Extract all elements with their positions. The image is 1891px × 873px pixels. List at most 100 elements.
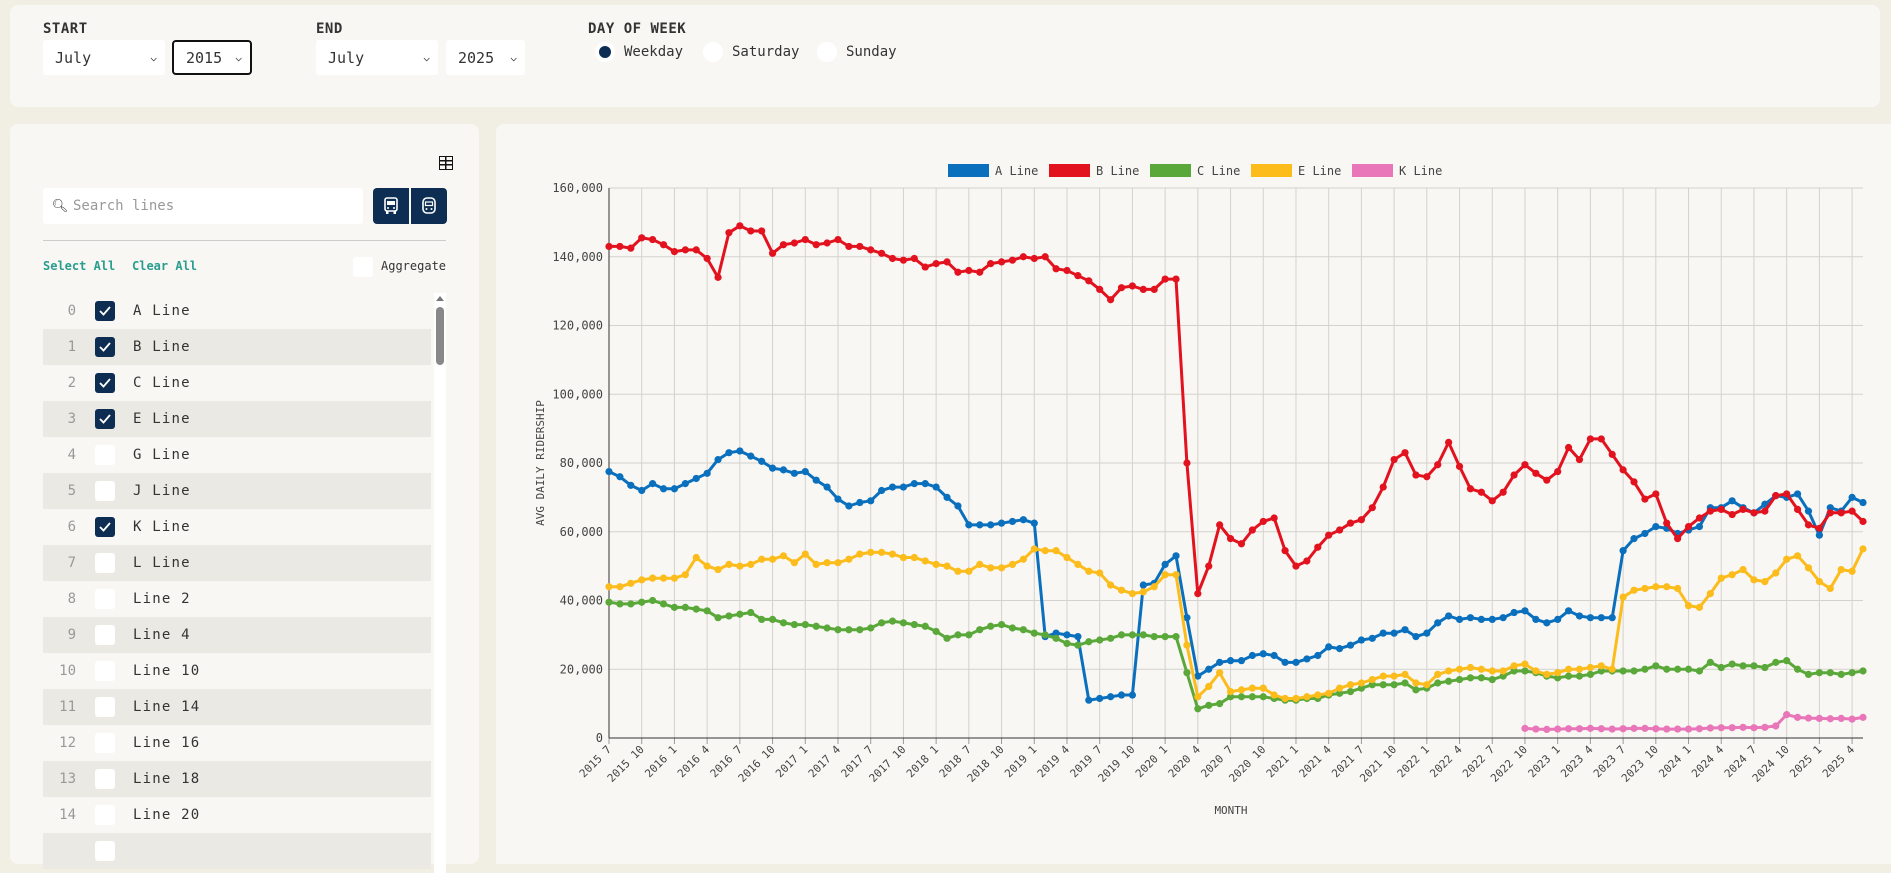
data-point bbox=[1499, 667, 1507, 675]
data-point bbox=[1259, 650, 1267, 658]
end-month-select[interactable]: July ⌵ bbox=[316, 40, 438, 75]
radio-weekday[interactable]: Weekday bbox=[595, 42, 683, 62]
line-checkbox[interactable] bbox=[95, 733, 115, 753]
list-item[interactable]: 8 Line 2 bbox=[43, 581, 431, 617]
data-point bbox=[1052, 547, 1060, 555]
data-point bbox=[725, 449, 733, 457]
search-input[interactable] bbox=[71, 197, 355, 215]
list-item[interactable]: 9 Line 4 bbox=[43, 617, 431, 653]
data-point bbox=[659, 574, 668, 582]
list-item[interactable]: 11 Line 14 bbox=[43, 689, 431, 725]
start-year-select[interactable]: 2015 ⌵ bbox=[172, 40, 252, 75]
data-point bbox=[736, 222, 744, 230]
data-point bbox=[976, 521, 984, 529]
data-point bbox=[670, 485, 679, 493]
scroll-up-icon[interactable] bbox=[436, 296, 444, 301]
select-all-link[interactable]: Select All bbox=[43, 259, 116, 273]
x-axis-title: MONTH bbox=[1214, 804, 1247, 817]
aggregate-checkbox[interactable] bbox=[353, 257, 373, 277]
legend-item[interactable]: C Line bbox=[1150, 164, 1240, 178]
line-checkbox[interactable] bbox=[95, 373, 115, 393]
data-point bbox=[1205, 665, 1213, 673]
line-checkbox[interactable] bbox=[95, 805, 115, 825]
list-item[interactable]: 1 B Line bbox=[43, 329, 431, 365]
list-item[interactable]: 12 Line 16 bbox=[43, 725, 431, 761]
data-point bbox=[845, 626, 853, 634]
data-point bbox=[1859, 517, 1867, 526]
x-tick-label: 2020 1 bbox=[1133, 743, 1170, 780]
data-point bbox=[812, 622, 820, 630]
line-index: 3 bbox=[67, 411, 76, 427]
list-scrollbar[interactable] bbox=[434, 293, 446, 873]
data-point bbox=[1401, 679, 1409, 687]
data-point bbox=[1292, 562, 1300, 570]
rail-filter-button[interactable] bbox=[411, 188, 447, 224]
line-checkbox[interactable] bbox=[95, 841, 115, 861]
line-checkbox[interactable] bbox=[95, 481, 115, 501]
line-checkbox[interactable] bbox=[95, 337, 115, 357]
series-line bbox=[608, 449, 1864, 702]
list-item[interactable]: 13 Line 18 bbox=[43, 761, 431, 797]
data-point bbox=[1008, 560, 1017, 569]
start-month-select[interactable]: July ⌵ bbox=[43, 40, 165, 75]
legend-item[interactable]: A Line bbox=[948, 164, 1038, 178]
data-point bbox=[779, 619, 788, 627]
table-view-icon[interactable] bbox=[439, 156, 453, 170]
legend-item[interactable]: E Line bbox=[1251, 164, 1341, 178]
list-item[interactable]: 3 E Line bbox=[43, 401, 431, 437]
data-point bbox=[1117, 691, 1126, 699]
list-item[interactable] bbox=[43, 833, 431, 869]
line-checkbox[interactable] bbox=[95, 661, 115, 681]
data-point bbox=[1564, 443, 1573, 452]
list-item[interactable]: 5 J Line bbox=[43, 473, 431, 509]
data-point bbox=[1314, 651, 1322, 660]
data-point bbox=[1445, 612, 1453, 620]
y-tick-label: 20,000 bbox=[560, 662, 603, 676]
data-point bbox=[1761, 663, 1769, 672]
data-point bbox=[943, 258, 951, 266]
data-point bbox=[1423, 473, 1431, 481]
data-point bbox=[1379, 629, 1387, 637]
legend-item[interactable]: K Line bbox=[1352, 164, 1442, 178]
series-e-line bbox=[605, 545, 1867, 703]
data-point bbox=[1575, 455, 1584, 464]
data-point bbox=[801, 550, 809, 558]
list-item[interactable]: 2 C Line bbox=[43, 365, 431, 401]
list-item[interactable]: 14 Line 20 bbox=[43, 797, 431, 833]
line-checkbox[interactable] bbox=[95, 445, 115, 465]
list-item[interactable]: 6 K Line bbox=[43, 509, 431, 545]
line-checkbox[interactable] bbox=[95, 553, 115, 573]
data-point bbox=[616, 583, 624, 591]
radio-sunday[interactable]: Sunday bbox=[817, 42, 897, 62]
bus-filter-button[interactable] bbox=[373, 188, 409, 224]
list-item[interactable]: 10 Line 10 bbox=[43, 653, 431, 689]
data-point bbox=[659, 241, 668, 249]
data-point bbox=[1161, 632, 1169, 641]
line-checkbox[interactable] bbox=[95, 517, 115, 537]
list-item[interactable]: 7 L Line bbox=[43, 545, 431, 581]
legend-item[interactable]: B Line bbox=[1049, 164, 1139, 178]
clear-all-link[interactable]: Clear All bbox=[132, 259, 198, 273]
line-checkbox[interactable] bbox=[95, 697, 115, 717]
data-point bbox=[976, 626, 984, 634]
data-point bbox=[703, 562, 711, 570]
search-box[interactable]: 🔍︎ bbox=[43, 188, 363, 224]
data-point bbox=[1226, 657, 1235, 665]
list-item[interactable]: 4 G Line bbox=[43, 437, 431, 473]
data-point bbox=[1172, 632, 1180, 641]
data-point bbox=[899, 619, 908, 627]
end-year-select[interactable]: 2025 ⌵ bbox=[446, 40, 525, 75]
data-point bbox=[1107, 581, 1115, 589]
data-point bbox=[1663, 665, 1671, 673]
line-checkbox[interactable] bbox=[95, 625, 115, 645]
radio-saturday[interactable]: Saturday bbox=[703, 42, 799, 62]
line-checkbox[interactable] bbox=[95, 409, 115, 429]
scrollbar-thumb[interactable] bbox=[436, 307, 444, 365]
data-point bbox=[1706, 590, 1714, 598]
list-item[interactable]: 0 A Line bbox=[43, 293, 431, 329]
line-checkbox[interactable] bbox=[95, 769, 115, 789]
data-point bbox=[1128, 590, 1137, 598]
line-checkbox[interactable] bbox=[95, 589, 115, 609]
data-point bbox=[703, 254, 711, 263]
line-checkbox[interactable] bbox=[95, 301, 115, 321]
